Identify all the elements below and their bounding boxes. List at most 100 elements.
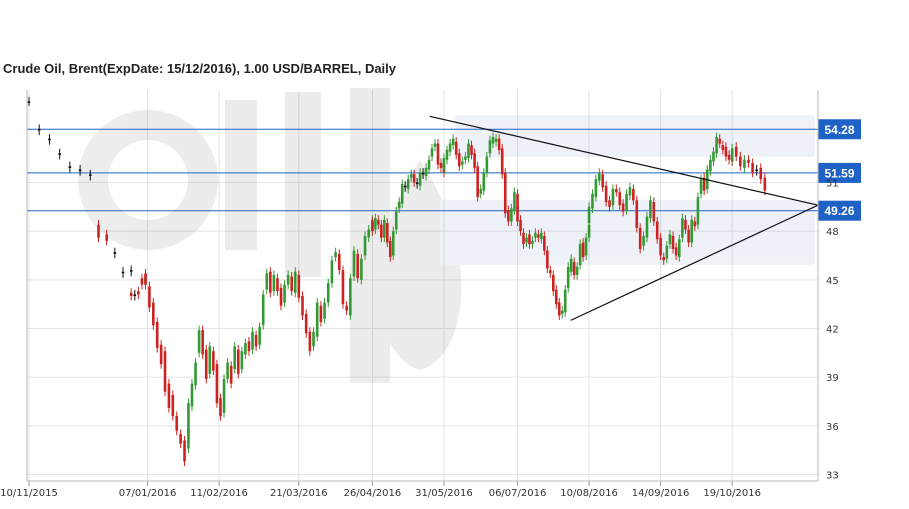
candle-body xyxy=(240,351,244,370)
candle-body xyxy=(730,148,734,160)
candle-body xyxy=(575,266,579,275)
candle-body xyxy=(233,346,237,370)
y-tick-label: 51 xyxy=(826,178,839,189)
x-tick-label: 10/11/2015 xyxy=(0,488,58,499)
candle-body xyxy=(743,159,746,168)
candle-body xyxy=(457,153,461,167)
candle-body xyxy=(409,174,413,178)
candle-body xyxy=(597,172,601,181)
candle-body xyxy=(204,349,208,379)
candle-body xyxy=(507,210,510,222)
candle-body xyxy=(290,276,293,292)
candle-body xyxy=(448,143,452,152)
candle-body xyxy=(581,242,585,258)
candle-body xyxy=(566,266,570,288)
candle-body xyxy=(445,150,449,160)
candle-body xyxy=(467,143,470,159)
candle-body xyxy=(113,252,117,254)
candle-body xyxy=(424,167,428,176)
candles xyxy=(27,96,767,467)
candle-body xyxy=(341,270,345,305)
candle-body xyxy=(349,278,352,316)
candle-body xyxy=(668,234,672,245)
candle-body xyxy=(621,203,625,212)
candle-body xyxy=(400,184,404,204)
candle-body xyxy=(734,146,738,157)
candle-body xyxy=(380,224,383,238)
candle-body xyxy=(190,383,194,407)
candle-body xyxy=(312,331,315,347)
candle-body xyxy=(394,211,398,230)
candle-body xyxy=(718,138,722,144)
x-tick-label: 19/10/2016 xyxy=(703,488,761,499)
candle-body xyxy=(638,227,642,249)
candle-body xyxy=(197,330,201,353)
candle-body xyxy=(167,383,171,408)
candle-body xyxy=(247,341,251,352)
candle-body xyxy=(137,291,140,295)
candle-body xyxy=(279,287,283,306)
level-label: 51.59 xyxy=(824,166,854,180)
candle-body xyxy=(415,182,419,185)
chart-title: Crude Oil, Brent(ExpDate: 15/12/2016), 1… xyxy=(3,61,397,76)
candle-body xyxy=(345,305,348,311)
candle-body xyxy=(386,223,389,243)
candle-body xyxy=(513,192,516,211)
candle-body xyxy=(618,192,622,206)
trendline-upper xyxy=(429,115,819,206)
candle-body xyxy=(254,334,258,347)
candle-body xyxy=(421,172,425,175)
candle-body xyxy=(551,274,555,292)
candle-body xyxy=(699,179,703,194)
candle-body xyxy=(482,172,486,191)
candle-body xyxy=(500,148,504,175)
candle-body xyxy=(690,219,694,243)
x-tick-label: 06/07/2016 xyxy=(489,488,547,499)
candle-body xyxy=(219,398,222,417)
candle-body xyxy=(371,221,374,232)
candle-body xyxy=(183,440,186,462)
candle-body xyxy=(315,302,319,337)
candle-body xyxy=(693,221,697,227)
level-badge xyxy=(818,162,861,183)
candle-body xyxy=(747,159,750,164)
x-tick-label: 07/01/2016 xyxy=(119,488,177,499)
candle-body xyxy=(187,429,190,449)
y-tick-label: 45 xyxy=(826,276,839,287)
candle-body xyxy=(403,185,407,188)
candle-body xyxy=(330,260,334,284)
level-badge xyxy=(818,119,861,140)
y-tick-label: 42 xyxy=(826,324,839,335)
candle-body xyxy=(522,232,525,245)
candle-body xyxy=(360,258,363,280)
y-tick-label: 39 xyxy=(826,373,839,384)
candle-body xyxy=(215,364,219,404)
candle-body xyxy=(129,270,133,272)
x-tick-label: 31/05/2016 xyxy=(415,488,473,499)
candle-body xyxy=(356,253,359,279)
candle-body xyxy=(569,258,573,272)
candle-body xyxy=(175,416,179,431)
candle-body xyxy=(494,138,498,142)
candle-body xyxy=(604,185,608,202)
candle-body xyxy=(129,292,133,297)
candle-body xyxy=(560,310,564,314)
candle-body xyxy=(272,274,276,292)
axes: 33 36 39 42 45 48 51 10/11/2015 07/01/2016 11/02/… xyxy=(0,90,839,499)
candle-body xyxy=(297,281,301,298)
candle-body xyxy=(554,289,558,305)
candle-body xyxy=(163,351,167,392)
candle-body xyxy=(48,138,51,141)
candle-body xyxy=(519,219,522,232)
candle-body xyxy=(488,140,492,154)
candle-body xyxy=(587,206,591,224)
candle-body xyxy=(721,145,725,151)
candle-body xyxy=(687,229,690,243)
candle-body xyxy=(712,151,715,162)
candle-body xyxy=(159,344,163,365)
candle-body xyxy=(491,137,495,144)
candle-body xyxy=(510,208,513,222)
candle-body xyxy=(665,245,669,259)
candle-body xyxy=(391,231,395,256)
candle-body xyxy=(97,224,100,238)
